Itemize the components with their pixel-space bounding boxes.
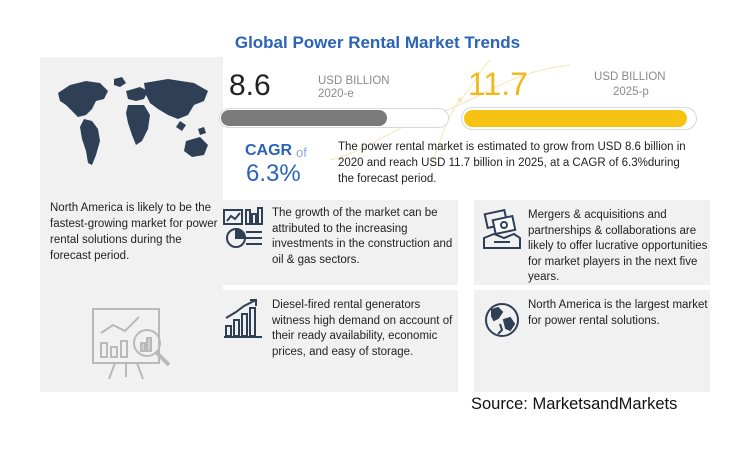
globe-icon [485, 303, 519, 337]
bar-2020-fill [221, 110, 387, 126]
left-panel: North America is likely to be the fastes… [40, 57, 223, 392]
insight-card-north-america: North America is the largest market for … [474, 290, 710, 392]
source-credit: Source: MarketsandMarkets [471, 395, 678, 413]
market-value-2020: 8.6 [229, 69, 271, 102]
year-2020: 2020-e [318, 88, 354, 100]
decorative-curve [330, 60, 570, 170]
insight-card-investments: The growth of the market can be attribut… [218, 200, 458, 285]
cagr-of: of [296, 145, 307, 160]
cagr-label: CAGR [245, 142, 293, 159]
unit-2025: USD BILLION [594, 71, 666, 83]
year-2025: 2025-p [613, 86, 649, 98]
card-text-north-america: North America is the largest market for … [528, 299, 708, 327]
page-title: Global Power Rental Market Trends [234, 33, 521, 52]
cagr-value: 6.3% [246, 160, 301, 187]
card-text-mergers: Mergers & acquisitions and partnerships … [528, 209, 708, 283]
insight-card-diesel: Diesel-fired rental generators witness h… [218, 290, 458, 392]
world-map-icon [58, 77, 208, 165]
bar-growth-icon [224, 299, 262, 338]
investment-chart-icon [223, 207, 263, 248]
insight-card-mergers: Mergers & acquisitions and partnerships … [474, 200, 710, 285]
unit-2020: USD BILLION [318, 75, 390, 87]
cagr-description: The power rental market is estimated to … [338, 141, 686, 185]
market-value-2025: 11.7 [468, 66, 528, 102]
bar-2025-fill [464, 110, 687, 127]
handshake-money-icon [483, 208, 521, 249]
left-panel-text: North America is likely to be the fastes… [50, 202, 218, 262]
card-text-diesel: Diesel-fired rental generators witness h… [272, 299, 453, 358]
card-text-investments: The growth of the market can be attribut… [272, 207, 453, 266]
chart-analysis-icon [92, 308, 171, 380]
